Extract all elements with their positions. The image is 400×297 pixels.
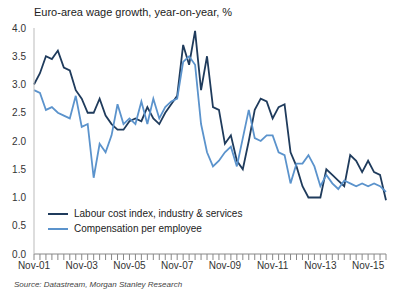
svg-text:Nov-03: Nov-03 [66,260,99,271]
svg-text:1.0: 1.0 [12,192,26,203]
html-text:Compensation per employee: Compensation per employee [74,223,202,234]
svg-text:Nov-13: Nov-13 [304,260,337,271]
svg-text:2.0: 2.0 [12,136,26,147]
svg-text:4.0: 4.0 [12,23,26,34]
html-text:Labour cost index, industry &: Labour cost index, industry & services [74,208,243,219]
html-text:Euro-area wage growth, year-on: Euro-area wage growth, year-on-year, % [34,6,233,18]
svg-text:0.5: 0.5 [12,220,26,231]
svg-text:Nov-01: Nov-01 [18,260,51,271]
svg-text:Nov-11: Nov-11 [257,260,289,271]
svg-text:3.0: 3.0 [12,79,26,90]
svg-text:2.5: 2.5 [12,107,26,118]
svg-text:Nov-05: Nov-05 [113,260,146,271]
svg-text:1.5: 1.5 [12,164,26,175]
svg-text:Nov-09: Nov-09 [209,260,242,271]
svg-text:Nov-15: Nov-15 [352,260,385,271]
svg-text:Nov-07: Nov-07 [161,260,194,271]
html-text:Source: Datastream, Morgan Sta: Source: Datastream, Morgan Stanley Resea… [14,280,183,289]
svg-text:0.0: 0.0 [12,249,26,260]
svg-text:3.5: 3.5 [12,51,26,62]
